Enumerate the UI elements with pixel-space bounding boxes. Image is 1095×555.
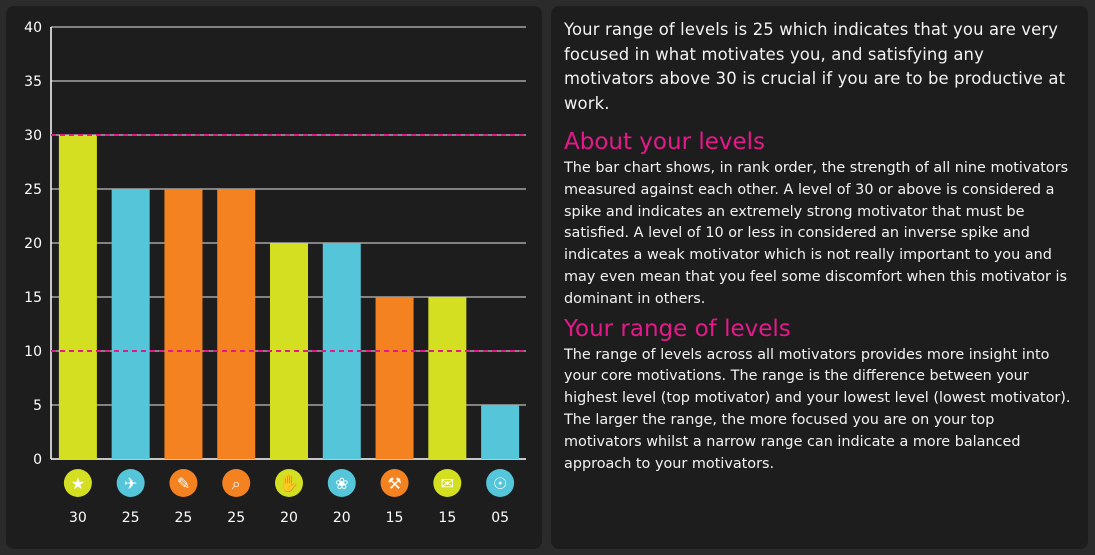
hand-icon-glyph: ✋ bbox=[279, 474, 299, 493]
bar-value-label: 15 bbox=[386, 510, 404, 526]
bar-value-label: 25 bbox=[122, 510, 140, 526]
pencil-icon-glyph: ✎ bbox=[177, 474, 190, 493]
bar bbox=[111, 189, 150, 459]
y-tick-label: 15 bbox=[24, 290, 42, 306]
envelope-icon bbox=[433, 469, 462, 497]
y-tick-label: 30 bbox=[24, 128, 42, 144]
compass-icon-glyph: ☉ bbox=[493, 474, 507, 493]
y-tick-label: 40 bbox=[24, 20, 42, 36]
range-levels-text: The range of levels across all motivator… bbox=[564, 346, 1071, 472]
y-tick-label: 25 bbox=[24, 182, 42, 198]
y-tick-label: 35 bbox=[24, 74, 42, 90]
about-levels-heading: About your levels bbox=[564, 129, 766, 155]
y-tick-label: 20 bbox=[24, 236, 42, 252]
bar-value-label: 25 bbox=[175, 510, 193, 526]
bar-value-label: 20 bbox=[280, 510, 298, 526]
star-icon-glyph: ★ bbox=[71, 474, 85, 493]
about-levels-text: The bar chart shows, in rank order, the … bbox=[564, 160, 1069, 307]
trowel-icon bbox=[380, 469, 409, 497]
magnifier-icon-glyph: ⌕ bbox=[232, 474, 241, 493]
y-tick-label: 10 bbox=[24, 344, 42, 360]
chart-panel: 0 5 10 15 20 25 30 35 40 ★ 30 ✈ 25 ✎ 25 ⌕ 25 ✋ 20 ❀ 20 ⚒ 15 ✉ 15… bbox=[6, 6, 542, 549]
bar-value-label: 30 bbox=[69, 510, 87, 526]
bar-value-label: 15 bbox=[438, 510, 456, 526]
motivators-bar-chart: 0510152025303540★30✈25✎25⌕25✋20❀20⚒15✉15… bbox=[24, 20, 526, 526]
bar bbox=[58, 135, 97, 459]
bar bbox=[428, 297, 467, 459]
bar-value-label: 05 bbox=[491, 510, 509, 526]
palette-icon-glyph: ❀ bbox=[335, 474, 348, 493]
hand-icon bbox=[275, 469, 303, 497]
bar-value-label: 20 bbox=[333, 510, 351, 526]
text-panel: Your range of levels is 25 which indicat… bbox=[551, 6, 1088, 549]
y-tick-label: 5 bbox=[33, 398, 42, 414]
pencil-icon bbox=[169, 469, 198, 497]
palette-icon bbox=[327, 469, 356, 497]
bar-value-label: 25 bbox=[227, 510, 245, 526]
bar bbox=[217, 189, 256, 459]
range-summary: Your range of levels is 25 which indicat… bbox=[564, 20, 1066, 113]
range-levels-heading: Your range of levels bbox=[564, 315, 791, 342]
bar bbox=[375, 297, 414, 459]
bar bbox=[164, 189, 203, 459]
envelope-icon-glyph: ✉ bbox=[441, 474, 454, 493]
y-tick-label: 0 bbox=[33, 452, 42, 468]
trowel-icon-glyph: ⚒ bbox=[387, 474, 401, 493]
bird-icon-glyph: ✈ bbox=[124, 474, 137, 493]
magnifier-icon bbox=[222, 469, 251, 497]
star-icon bbox=[63, 469, 92, 497]
bar bbox=[481, 405, 520, 459]
compass-icon bbox=[486, 469, 515, 497]
bird-icon bbox=[116, 469, 145, 497]
